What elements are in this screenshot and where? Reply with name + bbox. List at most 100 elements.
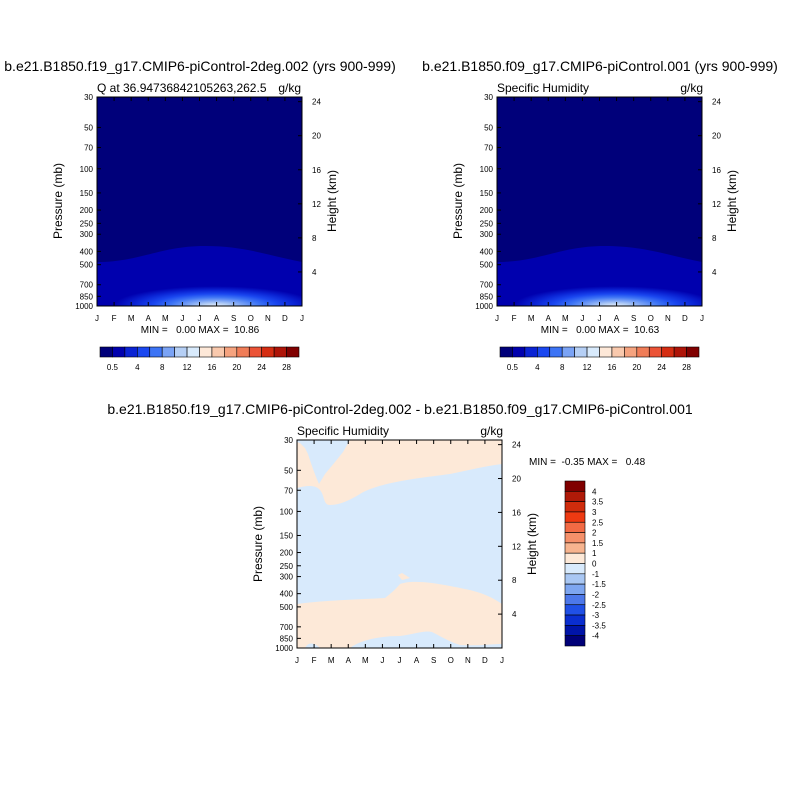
height-tick-label: 12 <box>512 542 521 551</box>
x-tick-label: N <box>665 314 671 323</box>
colorbar-swatch <box>564 604 586 616</box>
x-tick-label: A <box>346 656 352 665</box>
panel-diff-negative-region-bottom-left <box>305 643 320 648</box>
height-tick-label: 20 <box>712 132 721 141</box>
colorbar-label: 0.5 <box>507 363 519 372</box>
pressure-tick-label: 100 <box>80 165 94 174</box>
colorbar-swatch <box>564 521 586 533</box>
colorbar-label: 4 <box>535 363 540 372</box>
x-tick-label: A <box>214 314 220 323</box>
x-tick-label: S <box>231 314 236 323</box>
colorbar-label: 12 <box>183 363 192 372</box>
height-tick-label: 12 <box>312 200 321 209</box>
x-tick-label: J <box>500 656 504 665</box>
height-tick-label: 24 <box>512 441 521 450</box>
x-tick-label: J <box>580 314 584 323</box>
x-tick-label: J <box>380 656 384 665</box>
colorbar-swatch <box>524 346 538 358</box>
colorbar-label: -1.5 <box>592 580 606 589</box>
pressure-tick-label: 70 <box>84 144 93 153</box>
x-tick-label: A <box>414 656 420 665</box>
colorbar-label: 16 <box>207 363 216 372</box>
panel-diff-negative-region-top <box>297 440 350 484</box>
pressure-tick-label: 700 <box>80 281 94 290</box>
pressure-tick-label: 400 <box>480 247 494 256</box>
colorbar-swatch <box>564 614 586 626</box>
pressure-tick-label: 850 <box>80 292 94 301</box>
pressure-tick-label: 100 <box>280 507 294 516</box>
colorbar-label: 24 <box>257 363 266 372</box>
colorbar-label: -1 <box>592 570 600 579</box>
x-tick-label: M <box>362 656 369 665</box>
panel-2-plot <box>496 96 703 307</box>
colorbar-label: 3.5 <box>592 498 604 507</box>
panel-1-plot <box>96 96 303 307</box>
x-tick-label: O <box>248 314 254 323</box>
pressure-tick-label: 150 <box>480 189 494 198</box>
pressure-tick-label: 1000 <box>475 302 493 311</box>
pressure-tick-label: 250 <box>480 219 494 228</box>
height-tick-label: 16 <box>312 166 321 175</box>
colorbar-label: 2 <box>592 529 597 538</box>
colorbar-label: -3 <box>592 611 600 620</box>
colorbar-swatch <box>236 346 250 358</box>
panel-1-contour-moist <box>97 266 302 306</box>
colorbar-swatch <box>564 501 586 513</box>
x-tick-label: J <box>180 314 184 323</box>
x-tick-label: J <box>95 314 99 323</box>
panel-2: b.e21.B1850.f09_g17.CMIP6-piControl.001 … <box>422 58 778 336</box>
panel-diff-plot <box>296 439 503 649</box>
panel-1-stats: MIN = 0.00 MAX = 10.86 <box>141 325 260 336</box>
pressure-tick-label: 200 <box>80 206 94 215</box>
colorbar-swatch <box>211 346 225 358</box>
colorbar-swatch <box>564 480 586 492</box>
x-tick-label: N <box>465 656 471 665</box>
x-tick-label: D <box>482 656 488 665</box>
panel-2-units: g/kg <box>680 81 703 95</box>
colorbar-swatch <box>564 542 586 554</box>
x-tick-label: M <box>328 656 335 665</box>
colorbar-swatch <box>586 346 600 358</box>
x-tick-label: N <box>265 314 271 323</box>
height-tick-label: 4 <box>312 268 317 277</box>
colorbar-label: 4 <box>135 363 140 372</box>
colorbar-label: -2.5 <box>592 601 606 610</box>
x-tick-label: M <box>162 314 169 323</box>
panel-diff-variable-label: Specific Humidity <box>297 424 389 438</box>
colorbar-swatch <box>174 346 188 358</box>
colorbar-swatch <box>161 346 175 358</box>
pressure-tick-label: 1000 <box>275 644 293 653</box>
colorbar-label: 28 <box>282 363 291 372</box>
height-tick-label: 24 <box>712 98 721 107</box>
colorbar-swatch <box>112 346 126 358</box>
height-tick-label: 8 <box>712 234 717 243</box>
pressure-tick-label: 200 <box>480 206 494 215</box>
colorbar-label: -3.5 <box>592 621 606 630</box>
x-tick-label: M <box>528 314 535 323</box>
pressure-tick-label: 400 <box>80 247 94 256</box>
colorbar-swatch <box>273 346 287 358</box>
panel-diff-stats: MIN = -0.35 MAX = 0.48 <box>529 457 646 468</box>
x-tick-label: M <box>128 314 135 323</box>
colorbar-swatch <box>564 552 586 564</box>
panel-1-ylabel-right: Height (km) <box>325 170 339 232</box>
x-tick-label: J <box>300 314 304 323</box>
panel-1: b.e21.B1850.f19_g17.CMIP6-piControl-2deg… <box>4 58 395 336</box>
colorbar-swatch <box>99 346 113 358</box>
colorbar-label: -2 <box>592 590 600 599</box>
pressure-tick-label: 30 <box>484 93 493 102</box>
panel-2-contour-moist <box>497 266 702 306</box>
colorbar-swatch <box>599 346 613 358</box>
pressure-tick-label: 50 <box>84 123 93 132</box>
height-tick-label: 4 <box>512 610 517 619</box>
colorbar-swatch <box>611 346 625 358</box>
x-tick-label: F <box>312 656 317 665</box>
panel-diff-ylabel-right: Height (km) <box>525 513 539 575</box>
panel-2-ylabel-right: Height (km) <box>725 170 739 232</box>
colorbar-label: 28 <box>682 363 691 372</box>
x-tick-label: J <box>495 314 499 323</box>
height-tick-label: 8 <box>312 234 317 243</box>
pressure-tick-label: 1000 <box>75 302 93 311</box>
colorbar-swatch <box>686 346 700 358</box>
